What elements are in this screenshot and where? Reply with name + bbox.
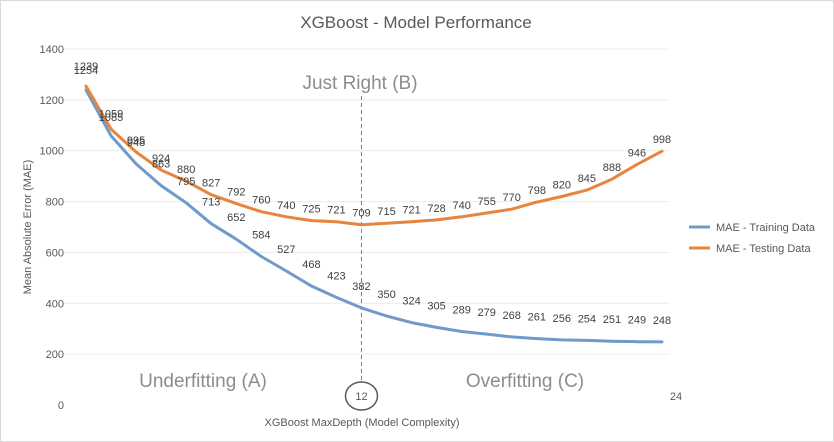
data-label-testing: 721 [327, 205, 345, 217]
data-label-testing: 740 [277, 200, 295, 212]
series-line-testing [84, 84, 664, 227]
annotation-just-right: Just Right (B) [302, 73, 417, 94]
data-label-training: 268 [503, 310, 521, 322]
data-label-training: 423 [327, 270, 345, 282]
series-line-training [84, 88, 664, 344]
data-label-training: 948 [127, 137, 145, 149]
x-tick-label: 12 [355, 391, 367, 403]
data-label-testing: 995 [127, 135, 145, 147]
data-label-training: 254 [578, 313, 596, 325]
data-label-training: 289 [452, 305, 470, 317]
y-tick-label: 400 [46, 298, 64, 310]
y-tick-labels: 0 200 400 600 800 1000 1200 1400 [40, 44, 64, 412]
data-label-training: 527 [277, 244, 295, 256]
data-label-testing: 760 [252, 195, 270, 207]
data-label-training: 795 [177, 176, 195, 188]
data-label-testing: 827 [202, 178, 220, 190]
grid-lines [62, 48, 670, 355]
legend: MAE - Training Data MAE - Testing Data [689, 222, 816, 255]
data-label-testing: 728 [427, 203, 445, 215]
data-label-training: 324 [402, 296, 420, 308]
x-tick-label: 24 [670, 391, 682, 403]
data-label-training: 279 [478, 307, 496, 319]
data-labels: 1239 1059 948 863 795 713 652 584 527 468 423 382 35… [74, 61, 671, 327]
data-label-testing: 845 [578, 173, 596, 185]
data-label-testing: 770 [503, 192, 521, 204]
x-tick-highlight-circle [344, 381, 379, 411]
data-label-training: 468 [302, 259, 320, 271]
data-label-testing: 888 [603, 162, 621, 174]
data-label-training: 713 [202, 197, 220, 209]
y-axis-title: Mean Absolute Error (MAE) [22, 160, 34, 295]
data-label-training: 350 [377, 289, 395, 301]
series-lines [84, 84, 664, 344]
legend-label-training: MAE - Training Data [716, 222, 816, 234]
chart-title: XGBoost - Model Performance [300, 13, 531, 32]
data-label-training: 261 [528, 312, 546, 324]
y-tick-label: 0 [58, 400, 64, 412]
y-tick-label: 1000 [40, 146, 64, 158]
data-label-testing: 1085 [99, 112, 123, 124]
data-label-testing: 740 [452, 200, 470, 212]
data-label-testing: 998 [653, 134, 671, 146]
data-label-testing: 715 [377, 206, 395, 218]
data-label-testing: 755 [478, 196, 496, 208]
x-tick-labels: 12 24 [344, 381, 682, 411]
data-label-training: 382 [352, 281, 370, 293]
data-label-training: 584 [252, 229, 270, 241]
data-label-testing: 709 [352, 208, 370, 220]
data-label-training: 249 [628, 315, 646, 327]
data-label-training: 305 [427, 300, 445, 312]
y-tick-label: 200 [46, 349, 64, 361]
data-label-testing: 880 [177, 164, 195, 176]
data-label-testing: 798 [528, 185, 546, 197]
y-tick-label: 1400 [40, 44, 64, 56]
data-label-testing: 725 [302, 204, 320, 216]
y-tick-label: 600 [46, 247, 64, 259]
annotation-underfitting: Underfitting (A) [139, 371, 267, 392]
data-label-testing: 721 [402, 205, 420, 217]
legend-label-testing: MAE - Testing Data [716, 243, 811, 255]
data-label-training: 652 [227, 212, 245, 224]
data-label-training: 248 [653, 315, 671, 327]
data-label-training: 1059 [99, 109, 123, 121]
data-label-training: 863 [152, 159, 170, 171]
data-label-training: 256 [553, 313, 571, 325]
data-label-training: 251 [603, 314, 621, 326]
x-axis-title: XGBoost MaxDepth (Model Complexity) [264, 417, 459, 429]
data-label-testing: 946 [628, 147, 646, 159]
annotation-overfitting: Overfitting (C) [466, 371, 584, 392]
data-label-testing: 792 [227, 187, 245, 199]
y-tick-label: 800 [46, 197, 64, 209]
data-label-training: 1239 [74, 61, 98, 73]
data-label-testing: 1254 [74, 65, 98, 77]
data-label-testing: 820 [553, 179, 571, 191]
data-label-testing: 924 [152, 153, 170, 165]
y-tick-label: 1200 [40, 95, 64, 107]
